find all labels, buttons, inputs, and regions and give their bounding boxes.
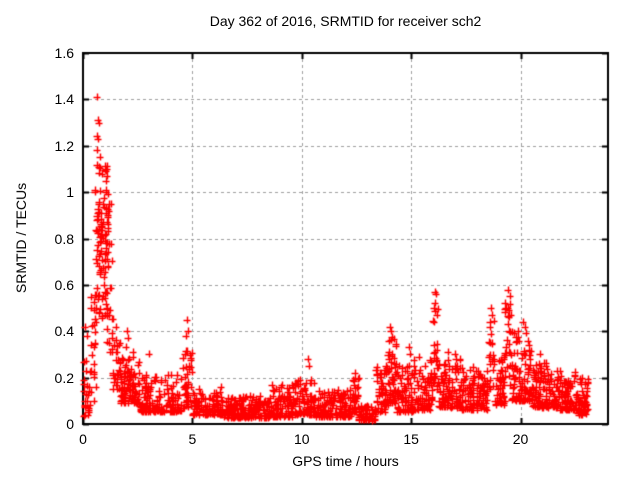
x-axis-label: GPS time / hours: [292, 453, 399, 469]
x-tick-label: 20: [512, 431, 529, 447]
y-tick-label: 0.6: [54, 276, 74, 293]
x-tick-label: 5: [188, 431, 197, 447]
y-tick-label: 0.8: [54, 230, 74, 247]
chart-title: Day 362 of 2016, SRMTID for receiver sch…: [209, 13, 482, 29]
x-tick-label: 15: [403, 431, 419, 447]
y-tick-label: 1: [66, 184, 74, 201]
y-tick-label: 1.6: [54, 45, 74, 61]
y-tick-label: 0.4: [54, 323, 74, 340]
y-tick-label: 1.2: [54, 137, 74, 154]
y-tick-label: 1.4: [54, 91, 74, 108]
y-axis-label: SRMTID / TECUs: [13, 182, 29, 294]
x-tick-label: 10: [293, 431, 310, 447]
y-tick-label: 0: [66, 416, 74, 432]
y-tick-label: 0.2: [54, 369, 74, 386]
x-tick-label: 0: [79, 431, 87, 447]
